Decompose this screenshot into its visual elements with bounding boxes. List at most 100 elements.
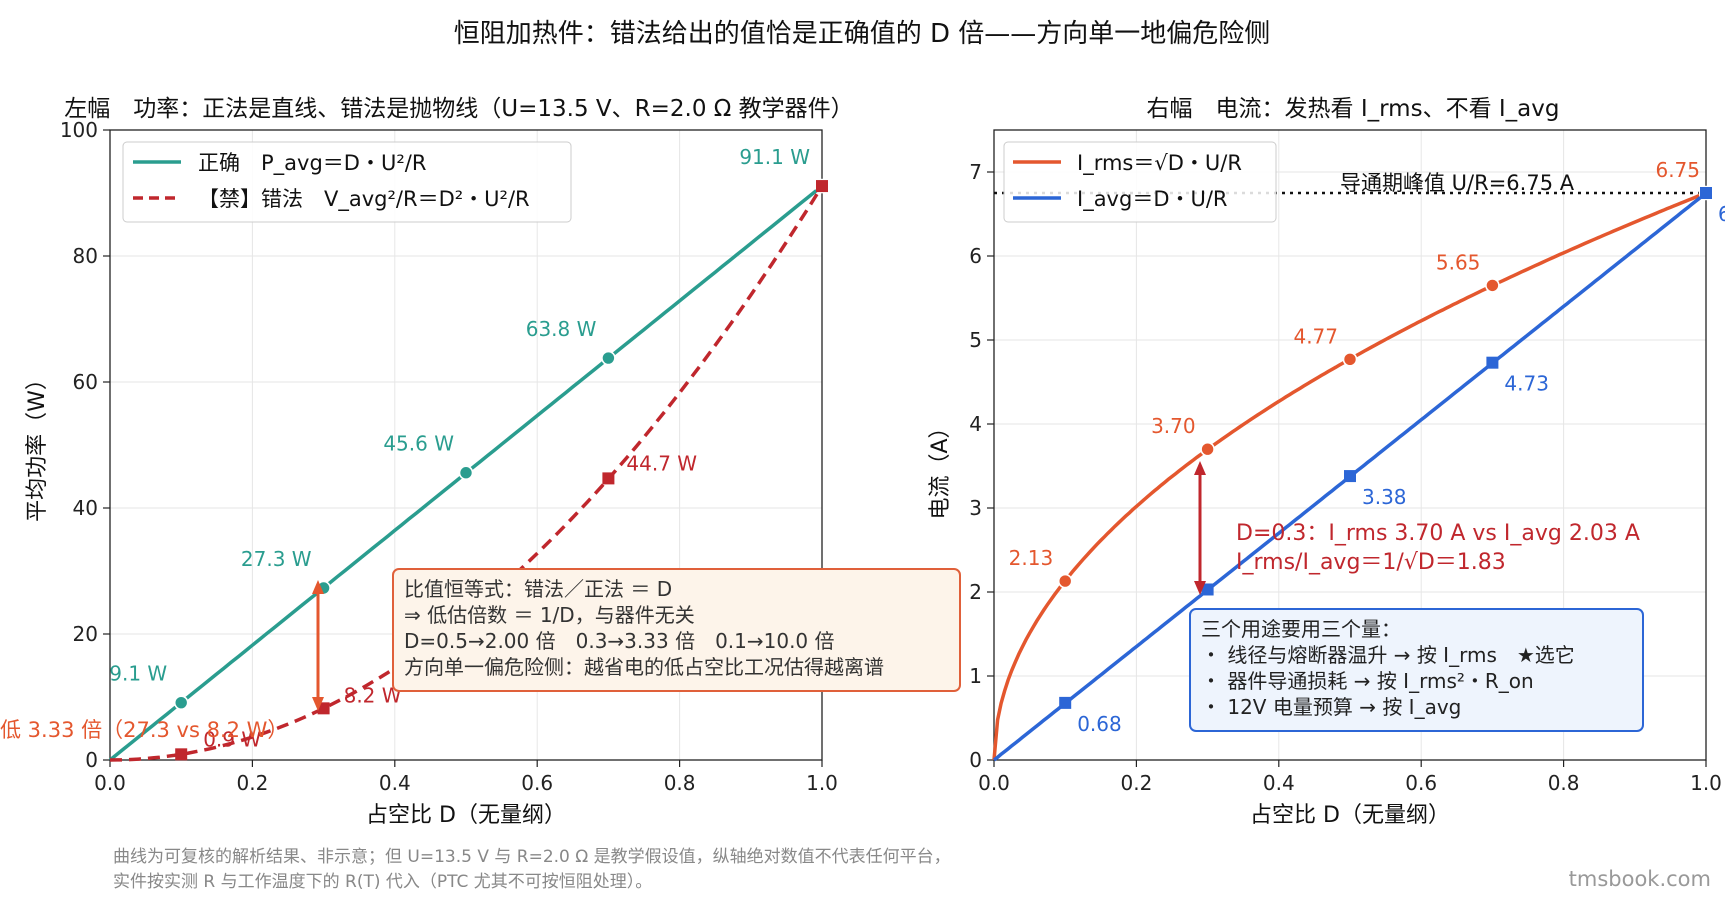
figure-suptitle: 恒阻加热件：错法给出的值恰是正确值的 D 倍——方向单一地偏危险侧 xyxy=(454,19,1271,49)
left-gap-arrow-head-top xyxy=(312,580,324,594)
right-x-tick-label: 0.6 xyxy=(1405,771,1437,795)
right-compare-line-1: D=0.3：I_rms 3.70 A vs I_avg 2.03 A xyxy=(1236,521,1640,546)
right-y-axis-label: 电流（A） xyxy=(928,416,953,519)
left-marks-layer: 9.1 W27.3 W45.6 W63.8 W91.1 W0.9 W8.2 W4… xyxy=(109,145,830,761)
left-y-tick-label: 0 xyxy=(85,748,98,772)
correct-power-point xyxy=(601,350,616,366)
left-x-axis-label: 占空比 D（无量纲） xyxy=(366,803,566,828)
wrong-power-value-label: 0.9 W xyxy=(203,727,261,751)
left-x-tick-label: 0.2 xyxy=(236,771,268,795)
right-note-line: ・ 线径与熔断器温升 → 按 I_rms ★选它 xyxy=(1201,643,1575,667)
right-plot-frame xyxy=(993,129,1707,761)
left-legend-label-correct: 正确 P_avg＝D・U²/R xyxy=(198,151,426,176)
iavg-point xyxy=(1344,470,1356,483)
iavg-value-label: 6.7 xyxy=(1718,202,1725,226)
right-chart: 右幅 电流：发热看 I_rms、不看 I_avg 0.0 0.2 0.4 0.6 0.8… xyxy=(928,96,1725,828)
left-x-tick-label: 0.6 xyxy=(521,771,553,795)
irms-value-label: 2.13 xyxy=(1009,546,1054,570)
left-y-tick-label: 60 xyxy=(73,370,98,394)
correct-power-value-label: 9.1 W xyxy=(109,662,167,686)
wrong-power-point xyxy=(317,702,330,715)
iavg-point xyxy=(1201,583,1214,596)
right-y-tick-label: 3 xyxy=(969,496,982,520)
irms-value-label: 3.70 xyxy=(1151,414,1196,438)
right-y-tick-label: 2 xyxy=(969,580,982,604)
left-x-tick-label: 0.0 xyxy=(94,771,126,795)
right-peak-reference-label: 导通期峰值 U/R=6.75 A xyxy=(1340,171,1575,195)
right-legend-frame xyxy=(1003,141,1277,223)
correct-power-value-label: 91.1 W xyxy=(739,145,810,169)
left-y-tick-label: 40 xyxy=(73,496,98,520)
correct-power-value-label: 63.8 W xyxy=(526,317,597,341)
iavg-value-label: 0.68 xyxy=(1077,712,1122,736)
left-ticks: 0.0 0.2 0.4 0.6 0.8 1.0 0 20 40 60 80 100 xyxy=(60,118,838,795)
left-y-axis-label: 平均功率（W） xyxy=(25,368,50,522)
right-y-tick-label: 1 xyxy=(969,664,982,688)
right-x-tick-label: 0.2 xyxy=(1120,771,1152,795)
wrong-power-value-label: 44.7 W xyxy=(626,451,697,475)
right-y-tick-label: 0 xyxy=(969,748,982,772)
right-y-tick-label: 7 xyxy=(969,160,982,184)
left-ratio-note: 比值恒等式：错法／正法 ＝ D ⇒ 低估倍数 ＝ 1/D，与器件无关 D=0.5… xyxy=(392,568,961,692)
left-annotation-layer: 低 3.33 倍（27.3 vs 8.2 W） xyxy=(0,580,324,742)
left-chart-title: 左幅 功率：正法是直线、错法是抛物线（U=13.5 V、R=2.0 Ω 教学器件… xyxy=(64,96,853,122)
iavg-point xyxy=(1700,187,1712,199)
irms-value-label: 4.77 xyxy=(1293,324,1338,348)
iavg-point xyxy=(1486,356,1499,369)
irms-point xyxy=(1200,441,1215,457)
left-legend: 正确 P_avg＝D・U²/R 【禁】错法 V_avg²/R＝D²・U²/R xyxy=(122,141,572,223)
wrong-power-point xyxy=(816,180,828,193)
iavg-value-label: 3.38 xyxy=(1362,485,1407,509)
right-compare-line-2: I_rms/I_avg＝1/√D＝1.83 xyxy=(1236,550,1506,575)
left-gap-arrow-head-bottom xyxy=(312,697,324,711)
left-x-tick-label: 0.8 xyxy=(664,771,696,795)
wrong-power-point xyxy=(175,748,188,761)
right-y-tick-label: 5 xyxy=(969,328,982,352)
right-x-tick-label: 1.0 xyxy=(1690,771,1722,795)
right-x-tick-label: 0.4 xyxy=(1263,771,1295,795)
irms-point xyxy=(1342,352,1358,367)
left-plot-frame xyxy=(109,129,823,761)
left-gap-arrow-text: 低 3.33 倍（27.3 vs 8.2 W） xyxy=(0,718,288,742)
left-note-line: D=0.5→2.00 倍 0.3→3.33 倍 0.1→10.0 倍 xyxy=(404,629,835,653)
right-ticks: 0.0 0.2 0.4 0.6 0.8 1.0 0 1 2 3 4 5 6 7 xyxy=(969,160,1722,795)
right-note-line: 三个用途要用三个量： xyxy=(1201,617,1401,641)
left-y-tick-label: 80 xyxy=(73,244,98,268)
right-x-axis-label: 占空比 D（无量纲） xyxy=(1250,803,1450,828)
right-x-tick-label: 0.0 xyxy=(978,771,1010,795)
iavg-point xyxy=(1059,696,1072,709)
right-chart-title: 右幅 电流：发热看 I_rms、不看 I_avg xyxy=(1147,96,1560,122)
right-gap-arrow-head-bottom xyxy=(1194,581,1206,595)
irms-value-label: 6.75 xyxy=(1655,158,1700,182)
wrong-power-point xyxy=(602,472,615,485)
irms-value-label: 5.65 xyxy=(1436,250,1481,274)
left-note-line: 比值恒等式：错法／正法 ＝ D xyxy=(404,577,673,601)
right-note-line: ・ 12V 电量预算 → 按 I_avg xyxy=(1201,695,1462,719)
irms-point xyxy=(1057,573,1073,589)
right-y-tick-label: 4 xyxy=(969,412,982,436)
right-gap-arrow-head-top xyxy=(1194,461,1206,475)
right-legend-label-irms: I_rms＝√D・U/R xyxy=(1077,151,1242,176)
right-x-tick-label: 0.8 xyxy=(1548,771,1580,795)
left-note-line: ⇒ 低估倍数 ＝ 1/D，与器件无关 xyxy=(404,603,695,627)
footer-note-line-1: 曲线为可复核的解析结果、非示意；但 U=13.5 V 与 R=2.0 Ω 是教学… xyxy=(113,847,951,867)
right-annotation-layer: D=0.3：I_rms 3.70 A vs I_avg 2.03 A I_rms… xyxy=(1194,461,1640,595)
left-y-tick-label: 100 xyxy=(60,118,98,142)
right-y-tick-label: 6 xyxy=(969,244,982,268)
left-x-tick-label: 1.0 xyxy=(806,771,838,795)
left-y-tick-label: 20 xyxy=(73,622,98,646)
brand-watermark: tmsbook.com xyxy=(1568,867,1711,891)
left-x-tick-label: 0.4 xyxy=(379,771,411,795)
right-marks-layer: 2.13 3.70 4.77 5.65 6.75 0.68 3.38 4.73 6.7 xyxy=(1009,158,1725,736)
correct-power-value-label: 45.6 W xyxy=(383,432,454,456)
left-legend-frame xyxy=(122,141,572,223)
right-legend-label-iavg: I_avg＝D・U/R xyxy=(1077,187,1228,212)
footer-note-line-2: 实件按实测 R 与工作温度下的 R(T) 代入（PTC 尤其不可按恒阻处理）。 xyxy=(113,872,653,892)
left-chart: 左幅 功率：正法是直线、错法是抛物线（U=13.5 V、R=2.0 Ω 教学器件… xyxy=(0,96,854,828)
right-note-line: ・ 器件导通损耗 → 按 I_rms²・R_on xyxy=(1201,669,1534,693)
irms-point xyxy=(1485,278,1500,293)
iavg-value-label: 4.73 xyxy=(1504,372,1549,396)
right-usage-note: 三个用途要用三个量： ・ 线径与熔断器温升 → 按 I_rms ★选它 ・ 器件… xyxy=(1189,608,1644,732)
left-legend-label-wrong: 【禁】错法 V_avg²/R＝D²・U²/R xyxy=(198,187,530,212)
